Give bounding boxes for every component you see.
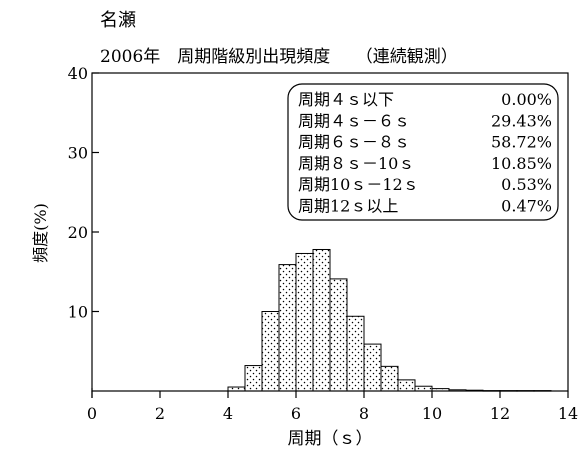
legend-label: 周期10ｓ－12ｓ <box>298 175 419 194</box>
x-tick-label: 6 <box>291 404 301 423</box>
plot-frame <box>91 72 569 392</box>
legend-box: 周期４ｓ以下 0.00% 周期４ｓ－６ｓ 29.43% 周期６ｓ－８ｓ 58.72% 周期８… <box>287 83 559 221</box>
legend-value: 10.85% <box>491 154 552 173</box>
histogram-bar-4 <box>295 252 314 392</box>
legend-value: 29.43% <box>491 111 552 130</box>
histogram-bar-7 <box>346 315 365 392</box>
x-tick-label: 2 <box>155 404 165 423</box>
x-tick-label: 12 <box>490 404 510 423</box>
y-axis-ticks: 10 20 30 40 <box>68 64 99 322</box>
station-name: 名瀬 <box>100 10 136 31</box>
y-tick-label: 20 <box>68 223 88 242</box>
legend-value: 58.72% <box>491 133 552 152</box>
legend-value: 0.53% <box>501 175 552 194</box>
chart-title: 2006年 周期階級別出現頻度 （連続観測） <box>100 47 458 67</box>
x-tick-label: 14 <box>558 404 578 423</box>
x-tick-label: 10 <box>422 404 442 423</box>
y-tick-label: 30 <box>68 144 88 163</box>
legend-label: 周期８ｓ－10ｓ <box>298 154 414 173</box>
legend-value: 0.47% <box>501 197 552 216</box>
x-axis-label: 周期（ｓ） <box>288 429 373 449</box>
legend-label: 周期４ｓ以下 <box>298 90 394 109</box>
histogram-bar-5 <box>312 248 331 392</box>
x-axis-ticks: 0 2 4 6 8 10 12 14 <box>87 388 578 423</box>
x-tick-label: 8 <box>359 404 369 423</box>
histogram-bar-1 <box>244 365 263 392</box>
x-tick-label: 4 <box>223 404 233 423</box>
histogram-bar-8 <box>363 343 382 392</box>
histogram-bar-3 <box>278 264 297 392</box>
y-tick-label: 10 <box>68 303 88 322</box>
histogram-bar-10 <box>397 379 416 392</box>
y-tick-label: 40 <box>68 64 88 83</box>
legend-label: 周期12ｓ以上 <box>298 197 398 216</box>
x-tick-label: 0 <box>87 404 97 423</box>
histogram-bar-11 <box>414 385 433 392</box>
histogram-bar-2 <box>261 311 280 392</box>
legend-label: 周期６ｓ－８ｓ <box>298 133 410 152</box>
histogram-bar-9 <box>380 365 399 392</box>
legend-value: 0.00% <box>501 90 552 109</box>
legend-label: 周期４ｓ－６ｓ <box>298 111 410 130</box>
histogram-bar-6 <box>329 278 348 392</box>
bars-group <box>227 248 552 392</box>
y-axis-label: 頻度(%) <box>31 203 50 263</box>
